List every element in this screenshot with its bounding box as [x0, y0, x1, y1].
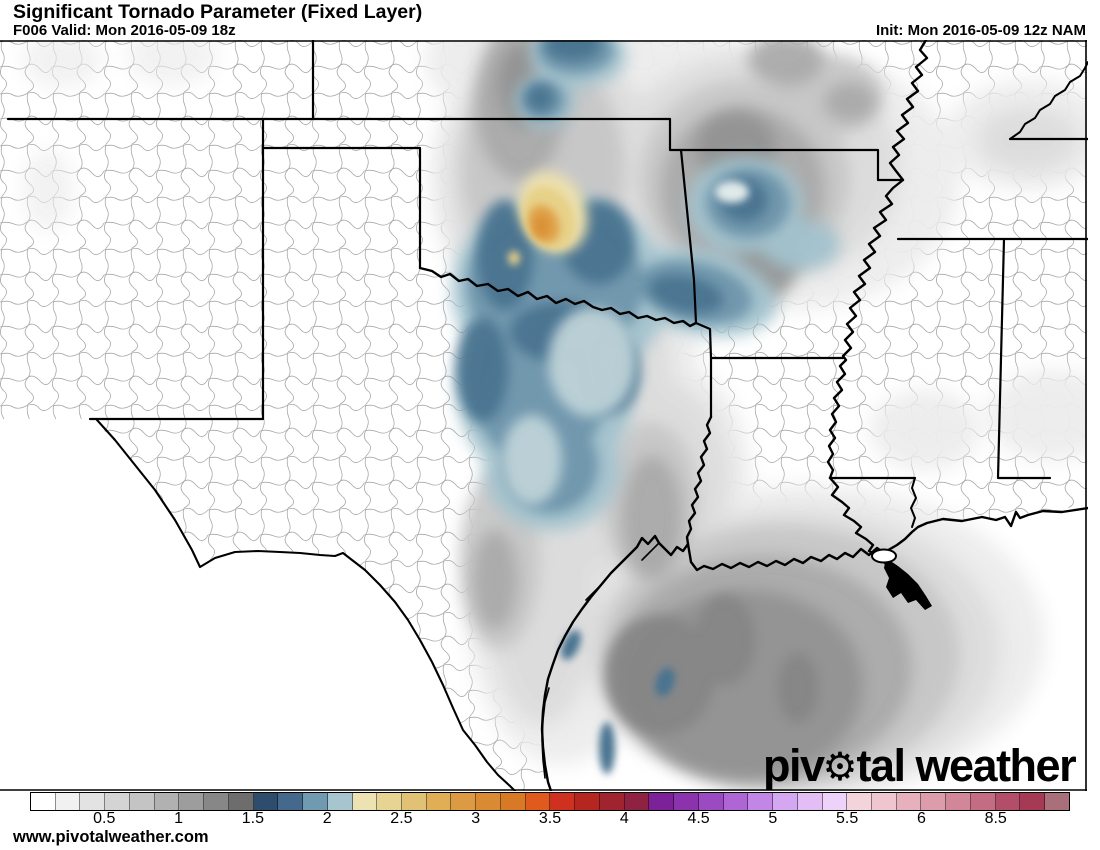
colorbar-tick-label: 8.5: [984, 810, 1007, 827]
colorbar-tick-label: 1.5: [241, 810, 264, 827]
colorbar-tick-label: 6: [916, 810, 926, 827]
map-frame: [0, 40, 1087, 791]
colorbar-cell: [253, 793, 279, 810]
colorbar-cell: [896, 793, 922, 810]
colorbar-tick-label: 4.5: [687, 810, 710, 827]
colorbar-labels: 0.5 1 1.5 2 2.5 3 3.5 4 4.5 5 5.5 6 8.5: [30, 810, 1070, 830]
gear-icon: ⚙: [822, 746, 858, 789]
mississippi-river: [826, 38, 929, 480]
stp-shading: [22, 40, 1087, 791]
colorbar-cell: [871, 793, 897, 810]
website-url: www.pivotalweather.com: [13, 828, 209, 846]
colorbar-cell: [674, 793, 699, 810]
colorbar-cell: [303, 793, 328, 810]
ohio-river: [1009, 61, 1089, 140]
colorbar-cell: [129, 793, 155, 810]
colorbar-cell: [995, 793, 1021, 810]
colorbar-tick-label: 4: [619, 810, 629, 827]
colorbar-cell: [80, 793, 106, 810]
colorbar-cell: [525, 793, 551, 810]
colorbar-cell: [31, 793, 56, 810]
colorbar-cell: [352, 793, 378, 810]
stp-maximum: [508, 171, 588, 265]
colorbar-cell: [1045, 793, 1069, 810]
colorbar-cell: [1020, 793, 1046, 810]
colorbar-cell: [550, 793, 576, 810]
colorbar-tick-label: 1: [174, 810, 184, 827]
pearl-river: [910, 477, 917, 528]
coastline: [540, 506, 1090, 793]
colorbar-tick-label: 0.5: [93, 810, 116, 827]
colorbar-cell: [377, 793, 403, 810]
rivers: [95, 38, 1089, 793]
colorbar-tick-label: 2: [322, 810, 332, 827]
pivotal-weather-logo: piv ⚙ tal weather: [763, 740, 1077, 791]
colorbar-cell: [228, 793, 254, 810]
colorbar-cell: [649, 793, 675, 810]
logo-text-pre: piv: [763, 740, 825, 791]
red-river: [418, 266, 698, 328]
logo-text-post: tal weather: [856, 740, 1077, 791]
colorbar-cell: [599, 793, 625, 810]
colorbar-cell: [575, 793, 600, 810]
colorbar-cell: [748, 793, 774, 810]
colorbar-cell: [970, 793, 996, 810]
mississippi-delta: [884, 558, 932, 610]
init-time-label: Init: Mon 2016-05-09 12z NAM: [875, 22, 1086, 39]
map-canvas: piv ⚙ tal weather: [0, 38, 1090, 793]
colorbar-cell: [624, 793, 650, 810]
gulf-blue-spots: [561, 630, 675, 774]
colorbar-cell: [723, 793, 749, 810]
colorbar-cell: [797, 793, 823, 810]
rio-grande-river: [95, 418, 517, 793]
colorbar-cell: [698, 793, 724, 810]
colorbar-cell: [327, 793, 353, 810]
stp-orange-core: [533, 214, 551, 238]
colorbar-cell: [204, 793, 229, 810]
colorbar-tick-label: 3.5: [538, 810, 562, 827]
colorbar-cell: [921, 793, 947, 810]
colorbar-tick-label: 3: [471, 810, 481, 827]
colorbar-cell: [946, 793, 971, 810]
colorbar-cell: [822, 793, 848, 810]
page-title: Significant Tornado Parameter (Fixed Lay…: [13, 1, 423, 23]
colorbar-tick-label: 2.5: [390, 810, 413, 827]
colorbar-cell: [426, 793, 452, 810]
colorbar-cell: [154, 793, 180, 810]
colorbar-cell: [476, 793, 501, 810]
colorbar-cell: [402, 793, 427, 810]
colorbar-cell: [773, 793, 798, 810]
colorbar-cell: [451, 793, 477, 810]
colorbar-cell: [278, 793, 304, 810]
colorbar-tick-label: 5: [768, 810, 778, 827]
colorbar-tick-label: 5.5: [836, 810, 859, 827]
colorbar-cell: [55, 793, 81, 810]
colorbar-cell: [179, 793, 205, 810]
shading-blue-pale-interior: [502, 307, 636, 505]
colorbar-cell: [847, 793, 872, 810]
valid-time-label: F006 Valid: Mon 2016-05-09 18z: [13, 22, 236, 39]
lake-pontchartrain: [871, 548, 897, 564]
sabine-river: [685, 415, 713, 546]
colorbar-cell: [500, 793, 526, 810]
forecast-map-svg: [0, 38, 1090, 793]
state-borders: [6, 38, 1090, 480]
colorbar-cell: [105, 793, 130, 810]
colorbar: [30, 792, 1070, 811]
blue-band-light-core: [715, 181, 749, 203]
